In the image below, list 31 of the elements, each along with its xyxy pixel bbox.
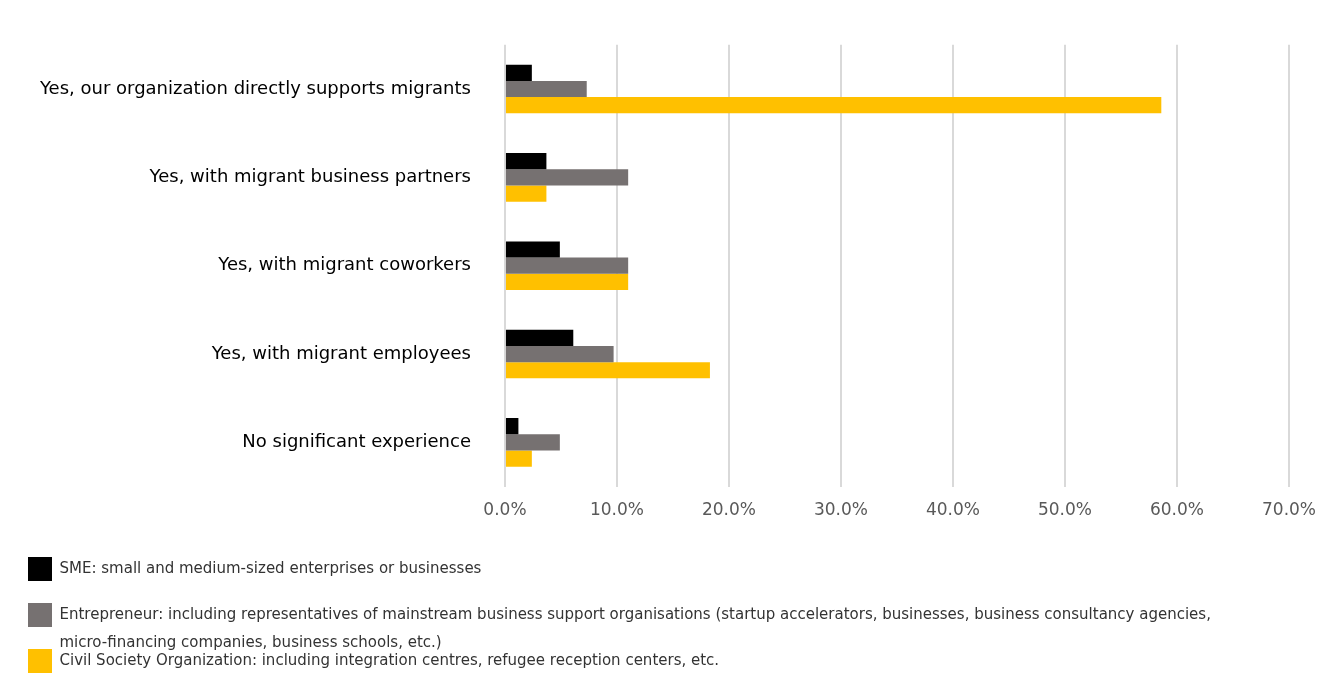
y-tick-label: Yes, with migrant coworkers — [217, 253, 471, 275]
bar — [505, 450, 532, 467]
bar — [505, 434, 560, 451]
bar — [505, 241, 560, 258]
bar — [505, 169, 629, 186]
bar — [505, 329, 574, 346]
x-tick-label: 20.0% — [701, 499, 756, 520]
bar — [505, 80, 587, 98]
x-tick-label: 70.0% — [1261, 499, 1317, 520]
bar — [505, 153, 547, 170]
x-tick-label: 60.0% — [1149, 499, 1204, 520]
bar — [505, 273, 629, 290]
x-tick-label: 0.0% — [483, 499, 527, 520]
legend-label: Entrepreneur: including representatives of mainstream business support organisations (startup accelerators, businesses, business consultancy agencies, micro-financing companies, business schools, etc.) — [59, 604, 1211, 652]
x-tick-label: 30.0% — [813, 499, 868, 520]
bar — [505, 97, 1162, 114]
y-tick-label: Yes, our organization directly supports migrants — [38, 76, 471, 98]
bar — [505, 257, 629, 274]
bar — [505, 185, 547, 202]
y-tick-label: Yes, with migrant business partners — [148, 165, 471, 187]
bar — [505, 345, 614, 363]
y-tick-label: Yes, with migrant employees — [210, 341, 471, 363]
legend-label: SME: small and medium-sized enterprises or businesses — [59, 558, 482, 577]
bar — [505, 362, 710, 379]
x-tick-label: 50.0% — [1037, 499, 1092, 520]
x-tick-label: 10.0% — [589, 499, 644, 520]
bar — [505, 418, 519, 435]
y-tick-label: No significant experience — [242, 430, 471, 452]
legend-label: Civil Society Organization: including integration centres, refugee reception centers, etc. — [59, 650, 720, 669]
x-tick-label: 40.0% — [925, 499, 980, 520]
bar — [505, 64, 532, 81]
